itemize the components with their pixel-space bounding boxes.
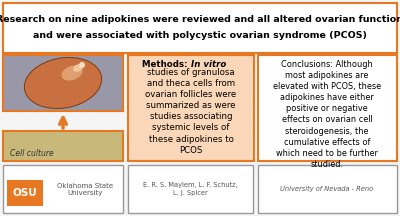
FancyBboxPatch shape — [3, 131, 123, 161]
FancyBboxPatch shape — [7, 180, 43, 206]
Ellipse shape — [61, 65, 83, 81]
Text: studies of granulosa
and theca cells from
ovarian follicles were
summarized as w: studies of granulosa and theca cells fro… — [145, 68, 237, 155]
Text: OSU: OSU — [13, 188, 37, 198]
Ellipse shape — [73, 64, 83, 72]
FancyBboxPatch shape — [3, 55, 123, 111]
FancyBboxPatch shape — [128, 165, 253, 213]
Ellipse shape — [24, 57, 102, 108]
Text: In vitro: In vitro — [191, 60, 226, 69]
Circle shape — [79, 62, 85, 68]
FancyBboxPatch shape — [3, 165, 123, 213]
FancyBboxPatch shape — [3, 3, 397, 53]
Text: Oklahoma State
University: Oklahoma State University — [57, 183, 113, 195]
Text: Methods:: Methods: — [142, 60, 191, 69]
FancyBboxPatch shape — [258, 165, 397, 213]
Text: University of Nevada - Reno: University of Nevada - Reno — [280, 186, 374, 192]
Text: E. R. S. Maylem, L. F. Schutz,
L. J. Spicer: E. R. S. Maylem, L. F. Schutz, L. J. Spi… — [143, 183, 237, 195]
FancyBboxPatch shape — [258, 55, 397, 161]
FancyBboxPatch shape — [128, 55, 254, 161]
Text: Research on nine adipokines were reviewed and all altered ovarian function: Research on nine adipokines were reviewe… — [0, 16, 400, 24]
Text: Conclusions: Although
most adipokines are
elevated with PCOS, these
adipokines h: Conclusions: Although most adipokines ar… — [273, 60, 381, 169]
Text: Cell culture: Cell culture — [10, 149, 54, 157]
Text: and were associated with polycystic ovarian syndrome (PCOS): and were associated with polycystic ovar… — [33, 32, 367, 41]
